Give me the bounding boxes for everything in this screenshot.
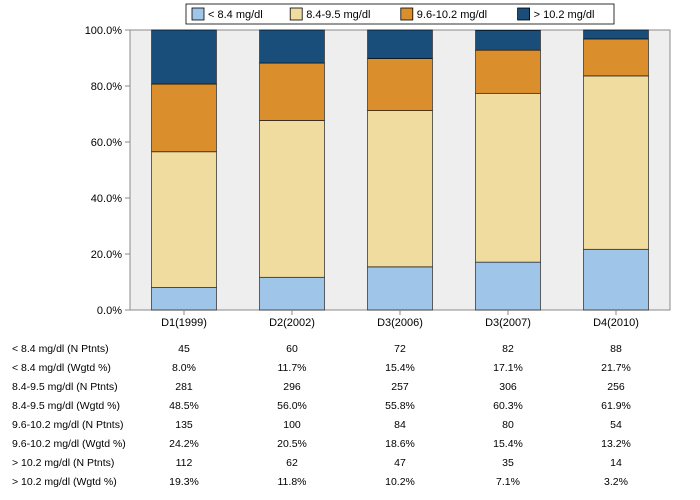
table-row-label: < 8.4 mg/dl (N Ptnts) — [12, 343, 109, 355]
legend-swatch — [401, 8, 413, 20]
bar-segment — [476, 30, 541, 50]
table-cell: 100 — [283, 419, 301, 431]
table-cell: 54 — [610, 419, 622, 431]
table-cell: 21.7% — [601, 362, 631, 374]
table-cell: 18.6% — [385, 438, 415, 450]
table-cell: 55.8% — [385, 400, 415, 412]
bar-segment — [152, 30, 217, 84]
x-category-label: D3(2007) — [485, 317, 531, 329]
table-cell: 60.3% — [493, 400, 523, 412]
table-cell: 45 — [178, 343, 190, 355]
bar-segment — [476, 93, 541, 262]
table-cell: 15.4% — [493, 438, 523, 450]
bar-segment — [584, 39, 649, 76]
bar-segment — [368, 111, 433, 267]
x-category-label: D3(2006) — [377, 317, 423, 329]
legend-label: 8.4-9.5 mg/dl — [306, 9, 370, 21]
y-tick-label: 20.0% — [91, 249, 122, 261]
bar-segment — [584, 30, 649, 39]
bar-segment — [476, 50, 541, 93]
table-cell: 20.5% — [277, 438, 307, 450]
table-cell: 84 — [394, 419, 406, 431]
bar-segment — [368, 59, 433, 111]
legend-swatch — [192, 8, 204, 20]
table-cell: 3.2% — [604, 476, 628, 488]
bar-segment — [260, 120, 325, 277]
legend-swatch — [290, 8, 302, 20]
bar-segment — [368, 30, 433, 59]
bar-segment — [152, 288, 217, 310]
table-row-label: > 10.2 mg/dl (N Ptnts) — [12, 457, 114, 469]
bar-segment — [260, 277, 325, 310]
y-tick-label: 100.0% — [85, 25, 123, 37]
table-cell: 17.1% — [493, 362, 523, 374]
table-cell: 11.7% — [278, 362, 307, 374]
table-cell: 296 — [283, 381, 301, 393]
table-cell: 88 — [610, 343, 622, 355]
table-cell: 306 — [499, 381, 517, 393]
table-cell: 62 — [286, 457, 298, 469]
table-cell: 257 — [391, 381, 409, 393]
table-cell: 281 — [175, 381, 193, 393]
table-cell: 80 — [502, 419, 514, 431]
bar-segment — [368, 267, 433, 310]
table-cell: 72 — [394, 343, 406, 355]
y-tick-label: 60.0% — [91, 137, 122, 149]
legend-label: 9.6-10.2 mg/dl — [417, 9, 487, 21]
table-row-label: < 8.4 mg/dl (Wgtd %) — [12, 362, 111, 374]
bar-segment — [260, 63, 325, 120]
table-row-label: 9.6-10.2 mg/dl (N Ptnts) — [12, 419, 123, 431]
table-cell: 11.8% — [278, 476, 307, 488]
table-cell: 112 — [176, 457, 193, 469]
table-cell: 15.4% — [385, 362, 415, 374]
table-cell: 256 — [607, 381, 625, 393]
bar-segment — [584, 76, 649, 249]
table-cell: 48.5% — [169, 400, 199, 412]
legend-label: > 10.2 mg/dl — [534, 9, 595, 21]
bar-segment — [476, 262, 541, 310]
legend-label: < 8.4 mg/dl — [208, 9, 263, 21]
bar-segment — [152, 84, 217, 152]
table-cell: 56.0% — [277, 400, 307, 412]
table-cell: 47 — [394, 457, 406, 469]
x-category-label: D2(2002) — [269, 317, 315, 329]
y-tick-label: 40.0% — [91, 193, 122, 205]
table-row-label: 8.4-9.5 mg/dl (Wgtd %) — [12, 400, 120, 412]
table-row-label: > 10.2 mg/dl (Wgtd %) — [12, 476, 117, 488]
legend-swatch — [518, 8, 530, 20]
table-cell: 135 — [175, 419, 193, 431]
bar-segment — [584, 249, 649, 310]
table-cell: 13.2% — [601, 438, 631, 450]
table-cell: 8.0% — [172, 362, 196, 374]
table-cell: 24.2% — [169, 438, 199, 450]
table-cell: 61.9% — [601, 400, 631, 412]
y-tick-label: 0.0% — [97, 305, 122, 317]
bar-segment — [152, 152, 217, 288]
bar-segment — [260, 30, 325, 63]
table-row-label: 8.4-9.5 mg/dl (N Ptnts) — [12, 381, 118, 393]
x-category-label: D4(2010) — [593, 317, 639, 329]
table-row-label: 9.6-10.2 mg/dl (Wgtd %) — [12, 438, 126, 450]
table-cell: 10.2% — [385, 476, 415, 488]
chart-canvas: 0.0% 20.0% 40.0% 60.0% 80.0% 100.0% < 8.4 mg/d… — [0, 0, 700, 500]
y-tick-label: 80.0% — [91, 81, 122, 93]
table-cell: 60 — [286, 343, 298, 355]
x-category-label: D1(1999) — [161, 317, 207, 329]
table-cell: 35 — [502, 457, 514, 469]
table-cell: 19.3% — [169, 476, 199, 488]
table-cell: 7.1% — [496, 476, 520, 488]
table-cell: 82 — [502, 343, 514, 355]
table-cell: 14 — [610, 457, 622, 469]
